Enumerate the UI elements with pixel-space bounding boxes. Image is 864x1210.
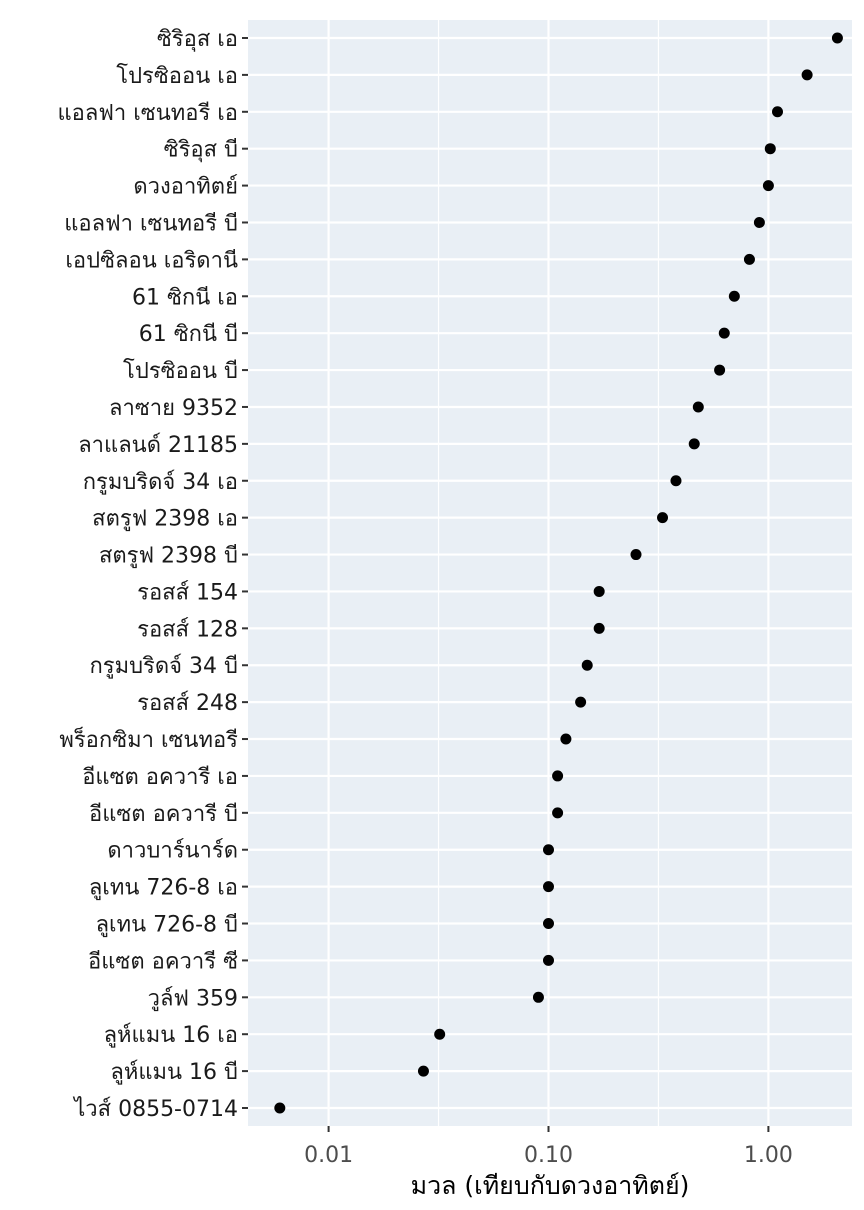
x-axis-ticks — [327, 1126, 770, 1132]
data-point — [581, 659, 593, 671]
y-tick-label: กรูมบริดจ์ 34 เอ — [83, 470, 238, 495]
x-tick-label: 0.01 — [304, 1143, 353, 1168]
y-tick-label: สตรูฟ 2398 เอ — [92, 507, 238, 532]
data-point — [831, 32, 843, 44]
y-tick-label: โปรซิออน เอ — [116, 63, 238, 89]
y-tick-label: อีแซต อควารี ซี — [88, 949, 238, 974]
data-point — [714, 364, 726, 376]
y-axis-ticks — [242, 37, 248, 1109]
data-point — [630, 549, 642, 561]
y-tick-label: อีแซต อควารี บี — [89, 802, 238, 827]
y-tick-label: พร็อกซิมา เซนทอรี — [59, 725, 238, 753]
y-tick-label: โปรซิออน บี — [123, 358, 238, 384]
y-tick-label: ลูเทน 726-8 บี — [96, 913, 238, 938]
y-tick-label: กรูมบริดจ์ 34 บี — [89, 654, 238, 679]
data-point — [552, 770, 564, 782]
data-point — [764, 143, 776, 155]
y-tick-label: แอลฟา เซนทอรี บี — [64, 211, 238, 236]
data-point — [542, 918, 554, 930]
y-tick-label: ดวงอาทิตย์ — [133, 175, 238, 200]
y-tick-label: ดาวบาร์นาร์ด — [107, 839, 238, 864]
y-tick-label: ซิริอุส เอ — [157, 27, 238, 52]
data-point — [670, 475, 682, 487]
data-point — [657, 512, 669, 524]
y-tick-label: รอสส์ 154 — [137, 580, 238, 605]
y-tick-label: เอปซิลอน เอริดานี — [65, 248, 238, 273]
minor-gridlines — [437, 20, 660, 1126]
data-point — [728, 290, 740, 302]
x-axis-tick-labels: 0.01 0.10 1.00 — [304, 1143, 793, 1168]
y-tick-label: รอสส์ 128 — [137, 617, 238, 642]
major-gridlines — [248, 20, 852, 1126]
y-tick-label: ลูเทน 726-8 เอ — [89, 876, 238, 901]
data-point — [688, 438, 700, 450]
x-tick-label: 0.10 — [524, 1143, 573, 1168]
data-point — [552, 807, 564, 819]
plot-panel — [248, 20, 852, 1126]
data-point — [434, 1028, 446, 1040]
y-tick-label: ลูห์แมน 16 บี — [110, 1060, 238, 1085]
y-tick-label: สตรูฟ 2398 บี — [99, 544, 238, 569]
y-tick-label: ลาซาย 9352 — [109, 396, 238, 421]
data-point — [560, 733, 572, 745]
y-tick-label: 61 ซิกนี บี — [139, 322, 238, 347]
data-point — [542, 954, 554, 966]
data-point — [532, 991, 544, 1003]
data-point — [417, 1065, 429, 1077]
y-tick-label: รอสส์ 248 — [137, 691, 238, 716]
data-point — [771, 106, 783, 118]
data-point — [593, 585, 605, 597]
data-point — [593, 622, 605, 634]
data-point — [542, 844, 554, 856]
data-point — [575, 696, 587, 708]
y-tick-label: ลาแลนด์ 21185 — [78, 433, 238, 458]
x-tick-label: 1.00 — [744, 1143, 793, 1168]
y-tick-label: ไวส์ 0855-0714 — [72, 1096, 238, 1122]
y-tick-label: 61 ซิกนี เอ — [132, 285, 238, 310]
data-point — [801, 69, 813, 81]
y-tick-label: อีแซต อควารี เอ — [82, 765, 238, 790]
data-point — [762, 180, 774, 192]
x-axis-title: มวล (เทียบกับดวงอาทิตย์) — [411, 1171, 690, 1200]
y-tick-label: วูล์ฟ 359 — [148, 986, 238, 1011]
y-tick-label: ลูห์แมน 16 เอ — [104, 1023, 238, 1048]
y-tick-label: ซิริอุส บี — [164, 138, 238, 163]
data-point — [692, 401, 704, 413]
data-point — [718, 327, 730, 339]
data-point — [542, 881, 554, 893]
data-point — [274, 1102, 286, 1114]
data-point — [743, 253, 755, 265]
data-points — [274, 32, 843, 1114]
y-tick-label: แอลฟา เซนทอรี เอ — [57, 101, 238, 126]
data-point — [753, 216, 765, 228]
